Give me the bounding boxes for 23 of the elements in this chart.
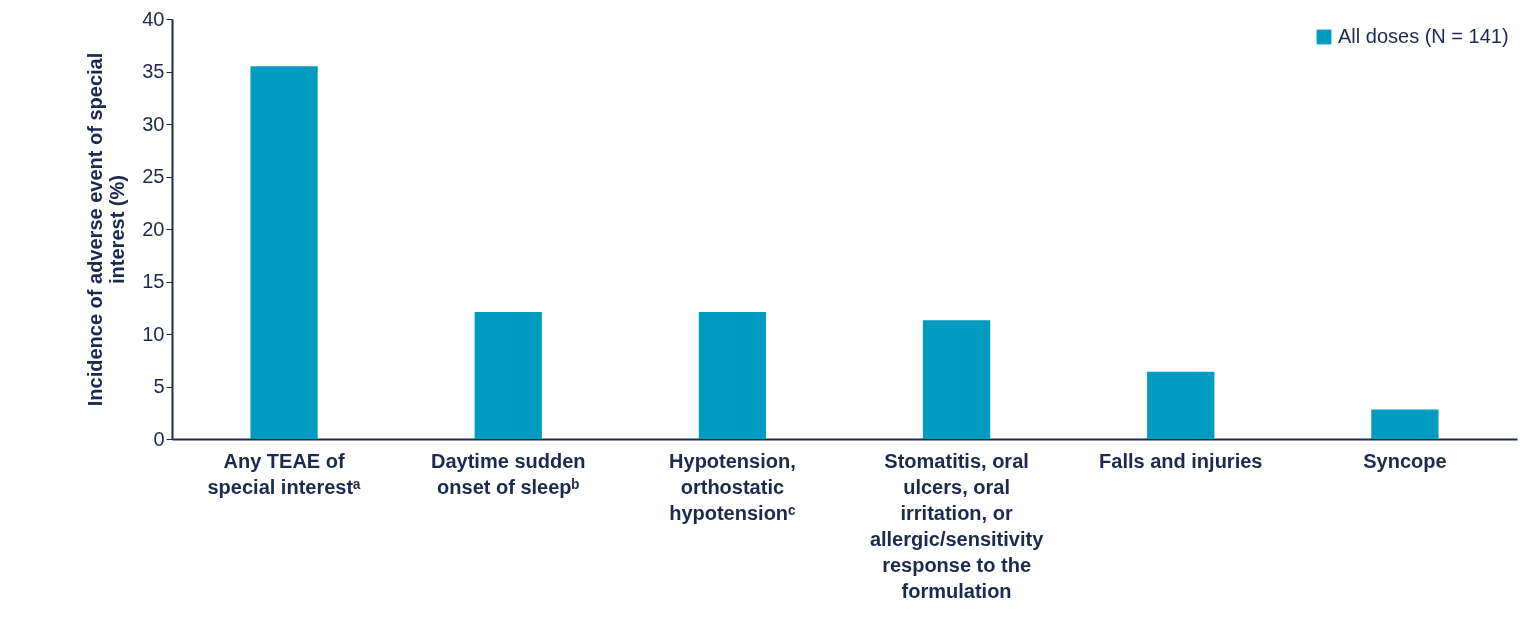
- x-tick-label: Daytime sudden onset of sleepᵇ: [431, 449, 586, 498]
- legend-label: All doses (N = 141): [1338, 25, 1509, 47]
- bar: [250, 66, 318, 439]
- y-tick-label: 30: [142, 112, 165, 135]
- bar: [922, 320, 991, 439]
- y-tick-label: 0: [153, 427, 165, 450]
- x-tick-label: Falls and injuries: [1099, 449, 1263, 472]
- y-tick-label: 40: [142, 7, 165, 30]
- y-tick-label: 20: [142, 217, 165, 240]
- y-tick-label: 35: [142, 60, 165, 82]
- x-tick-label: Hypotension, orthostatic hypotensionᶜ: [669, 449, 797, 524]
- y-tick-label: 10: [142, 322, 165, 345]
- x-tick-label: Any TEAE of special interestᵃ: [207, 449, 362, 498]
- y-axis-title: Incidence of adverse event of special interest (%): [84, 52, 129, 407]
- x-tick-label: Stomatitis, oral ulcers, oral irritation, or allergic/sensitivity response to the formulation: [869, 449, 1045, 602]
- y-tick-label: 15: [142, 270, 165, 292]
- y-tick-label: 25: [142, 165, 165, 187]
- bar: [474, 311, 542, 439]
- bar: [1371, 409, 1439, 439]
- y-tick-label: 5: [153, 375, 165, 397]
- bar: [698, 311, 767, 439]
- x-tick-label: Syncope: [1363, 449, 1447, 472]
- bar: [1147, 371, 1215, 439]
